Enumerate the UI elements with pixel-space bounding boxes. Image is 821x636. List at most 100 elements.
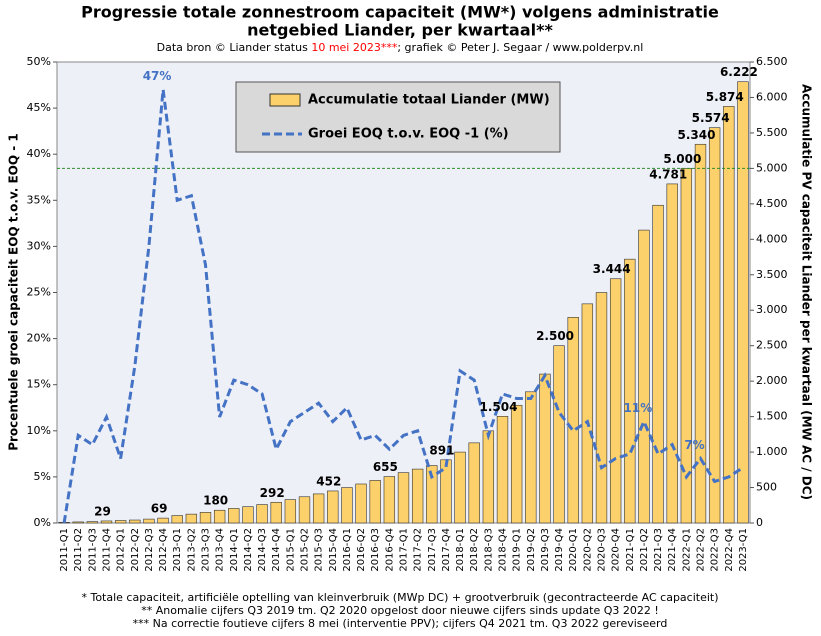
- bar-label: 891: [429, 443, 454, 457]
- x-tick-label: 2021-Q1: [625, 528, 636, 572]
- y2-tick-label: 1.500: [756, 410, 788, 423]
- y2-tick-label: 6.000: [756, 90, 788, 103]
- y-tick-label: 40%: [27, 147, 51, 160]
- legend-label: Accumulatie totaal Liander (MW): [308, 93, 550, 108]
- y-tick-label: 50%: [27, 55, 51, 68]
- y2-tick-label: 5.000: [756, 161, 788, 174]
- y-tick-label: 30%: [27, 239, 51, 252]
- bar: [694, 143, 707, 524]
- x-tick-label: 2022-Q4: [724, 528, 735, 572]
- subtitle-part: Data bron © Liander status: [157, 41, 312, 54]
- bar: [327, 490, 339, 524]
- y2-tick-label: 3.000: [756, 303, 788, 316]
- x-tick-label: 2022-Q2: [696, 528, 707, 572]
- x-tick-label: 2022-Q1: [681, 528, 692, 572]
- bar: [652, 204, 664, 524]
- bar: [242, 506, 254, 524]
- bar-label: 2.500: [536, 329, 574, 343]
- line: [62, 89, 744, 524]
- bar: [129, 519, 141, 524]
- bar: [100, 520, 113, 524]
- x-tick-label: 2011-Q2: [73, 528, 84, 572]
- bar: [312, 493, 325, 524]
- x-tick-label: 2018-Q4: [498, 528, 509, 572]
- y2-tick-label: 6.500: [756, 55, 788, 68]
- legend-label: Groei EOQ t.o.v. EOQ -1 (%): [308, 127, 509, 142]
- bar: [143, 518, 155, 524]
- y2-tick-label: 500: [756, 481, 777, 494]
- bar: [256, 504, 268, 524]
- x-tick-label: 2013-Q3: [201, 528, 212, 572]
- x-tick-label: 2022-Q3: [710, 528, 721, 572]
- x-tick-label: 2020-Q2: [582, 528, 593, 572]
- bar: [708, 127, 721, 524]
- x-tick-label: 2023-Q1: [738, 528, 749, 572]
- bar: [284, 499, 297, 524]
- bar: [609, 278, 622, 524]
- x-tick-label: 2020-Q3: [597, 528, 608, 572]
- y2-tick-label: 4.000: [756, 232, 788, 245]
- bar: [383, 476, 396, 524]
- bar: [426, 465, 438, 524]
- x-tick-label: 2011-Q3: [87, 528, 98, 572]
- bar: [72, 521, 84, 524]
- x-tick-label: 2017-Q3: [427, 528, 438, 572]
- y2-tick-label: 1.000: [756, 445, 788, 458]
- x-tick-label: 2014-Q2: [243, 528, 254, 572]
- bar: [624, 258, 636, 524]
- x-tick-label: 2016-Q3: [370, 528, 381, 572]
- bar-label: 452: [316, 474, 341, 488]
- x-tick-label: 2019-Q2: [526, 528, 537, 572]
- bar: [341, 487, 353, 524]
- x-tick-label: 2015-Q1: [285, 528, 296, 572]
- line-label: 7%: [684, 438, 704, 452]
- y-tick-label: 45%: [27, 101, 51, 114]
- footnote: ** Anomalie cijfers Q3 2019 tm. Q2 2020 …: [141, 604, 659, 617]
- x-tick-label: 2020-Q1: [568, 528, 579, 572]
- bar: [397, 472, 410, 524]
- x-tick-label: 2012-Q2: [130, 528, 141, 572]
- x-tick-label: 2012-Q3: [144, 528, 155, 572]
- bar-label: 292: [260, 486, 285, 500]
- bar-label: 3.444: [593, 262, 631, 276]
- x-tick-label: 2011-Q1: [59, 528, 70, 572]
- bar-label: 69: [151, 502, 168, 516]
- chart-title: netgebied Liander, per kwartaal**: [247, 21, 553, 40]
- bar: [510, 404, 523, 524]
- y2-tick-label: 5.500: [756, 126, 788, 139]
- bar-label: 29: [94, 504, 111, 518]
- x-tick-label: 2014-Q3: [257, 528, 268, 572]
- y2-tick-label: 2.000: [756, 374, 788, 387]
- bar: [468, 442, 480, 524]
- x-tick-label: 2014-Q4: [271, 528, 282, 572]
- bar: [369, 480, 381, 524]
- bar: [638, 229, 650, 524]
- bar: [298, 496, 311, 524]
- bar-label: 655: [373, 460, 398, 474]
- x-tick-label: 2013-Q2: [186, 528, 197, 572]
- x-tick-label: 2019-Q4: [554, 528, 565, 572]
- bar: [114, 520, 127, 524]
- bar: [595, 292, 608, 524]
- bar-label: 180: [203, 494, 228, 508]
- x-tick-label: 2017-Q2: [413, 528, 424, 572]
- bar-label: 5.874: [706, 90, 744, 104]
- y-tick-label: 25%: [27, 286, 51, 299]
- y2-tick-label: 4.500: [756, 197, 788, 210]
- y-tick-label: 35%: [27, 193, 51, 206]
- x-tick-label: 2018-Q1: [455, 528, 466, 572]
- x-tick-label: 2021-Q2: [639, 528, 650, 572]
- bar: [496, 416, 509, 524]
- bar-label: 5.000: [663, 152, 701, 166]
- bar: [482, 430, 495, 524]
- line-label: 47%: [143, 69, 172, 83]
- bar-label: 1.504: [480, 400, 518, 414]
- subtitle: Data bron © Liander status 10 mei 2023**…: [157, 41, 644, 54]
- x-tick-label: 2019-Q1: [512, 528, 523, 572]
- bar: [539, 373, 551, 524]
- x-tick-label: 2014-Q1: [229, 528, 240, 572]
- bar: [270, 501, 282, 524]
- x-tick-label: 2012-Q1: [116, 528, 127, 572]
- bar: [454, 451, 466, 524]
